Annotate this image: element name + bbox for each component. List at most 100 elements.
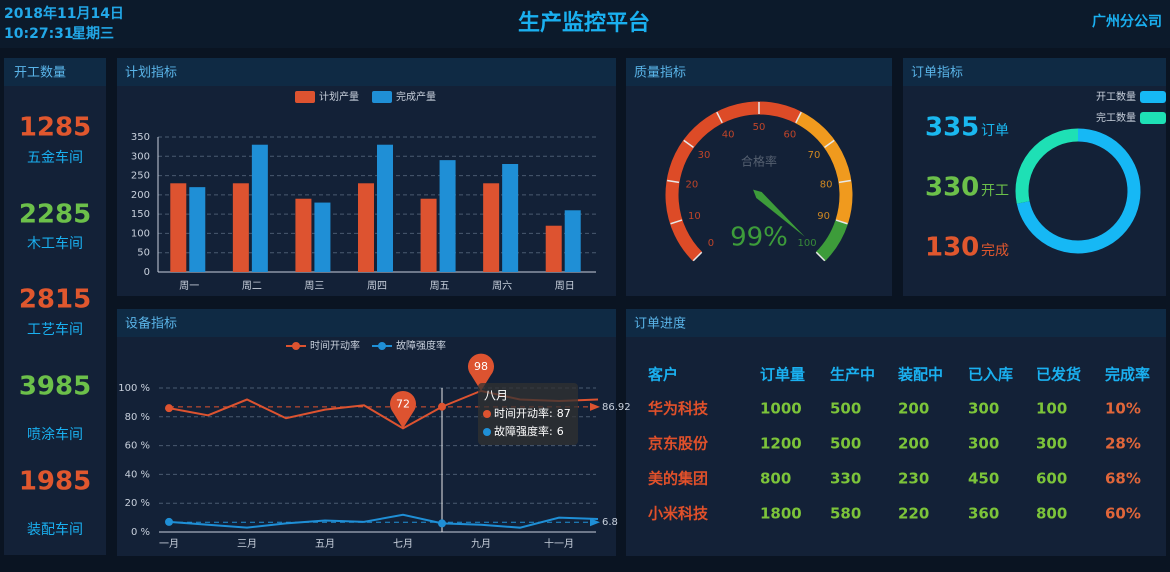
tooltip-dot: [483, 410, 491, 418]
table-cell: 800: [760, 470, 791, 488]
workshop-value: 1285: [19, 113, 91, 143]
panel-title: 计划指标: [125, 66, 177, 81]
gauge-tick-label: 20: [685, 179, 698, 190]
y-tick-label: 60 %: [125, 441, 150, 452]
gauge-pointer: [753, 189, 805, 237]
legend-label: 完工数量: [1096, 111, 1136, 124]
workshop-name: 装配车间: [27, 521, 83, 538]
panel-header: [117, 309, 616, 337]
gauge-tick: [692, 251, 703, 262]
average-arrow: [590, 518, 600, 527]
table-cell: 800: [1036, 505, 1067, 523]
table-cell: 1800: [760, 505, 802, 523]
y-tick-label: 350: [131, 132, 150, 143]
bar: [314, 202, 331, 272]
table-cell: 500: [830, 435, 861, 453]
gauge-tick: [838, 179, 851, 184]
gauge-tick-label: 100: [798, 238, 817, 249]
gauge-tick: [835, 219, 848, 225]
legend-dot: [292, 342, 300, 350]
panel-headers: [4, 58, 1166, 337]
legend-label: 故障强度率: [396, 339, 446, 352]
point: [165, 404, 173, 413]
x-tick-label: 周二: [242, 280, 262, 292]
time: 10:27:31: [4, 26, 74, 42]
bar: [232, 183, 249, 272]
table-cell: 小米科技: [648, 505, 709, 523]
table-cell: 300: [968, 435, 999, 453]
legend-swatch: [1140, 91, 1166, 103]
gauge-tick-label: 90: [817, 211, 830, 222]
panel-title: 设备指标: [125, 316, 177, 332]
panel-header: [626, 58, 892, 86]
gauge-tick: [716, 111, 723, 124]
kpi-value: 130: [925, 233, 979, 263]
point: [165, 517, 173, 526]
table-header: 生产中: [830, 366, 875, 384]
line: [168, 513, 599, 529]
table-cell: 330: [830, 470, 861, 488]
legend-swatch: [372, 91, 392, 103]
kpi-label: 完成: [981, 243, 1009, 259]
gauge-tick-label: 30: [698, 150, 711, 161]
x-tick-label: 周六: [492, 280, 512, 292]
kpi-label: 订单: [981, 123, 1009, 139]
table-cell: 200: [898, 400, 929, 418]
x-tick-label: 五月: [315, 538, 335, 550]
table-cell: 600: [1036, 470, 1067, 488]
tooltip-row: 时间开动率: 87: [494, 406, 571, 420]
page-title: 生产监控平台: [518, 10, 650, 36]
kpi-value: 330: [925, 173, 979, 203]
panel-header: [117, 58, 616, 86]
table-cell: 500: [830, 400, 861, 418]
y-tick-label: 0 %: [131, 527, 150, 538]
panel: [903, 58, 1166, 296]
table-cell: 1000: [760, 400, 802, 418]
date: 2018年11月14日: [4, 5, 124, 22]
table-cell: 300: [1036, 435, 1067, 453]
gauge-tick-label: 80: [820, 179, 833, 190]
panel-title: 订单指标: [911, 66, 963, 81]
y-tick-label: 100: [131, 228, 150, 239]
bar: [502, 164, 519, 272]
workshop-name: 木工车间: [27, 235, 83, 252]
panel-title: 质量指标: [634, 66, 686, 81]
bar: [483, 183, 500, 272]
kpi-value: 335: [925, 113, 979, 143]
table-cell: 68%: [1105, 470, 1141, 488]
x-tick-label: 周三: [304, 280, 324, 292]
gauge-tick-label: 10: [688, 211, 701, 222]
table-header: 订单量: [760, 366, 805, 384]
table-cell: 230: [898, 470, 929, 488]
panel-header: [626, 309, 1166, 337]
tooltip-label: 时间开动率:: [494, 406, 553, 420]
workshop-value: 1985: [19, 467, 91, 497]
tooltip-value: 87: [557, 407, 571, 420]
gauge-value: 99%: [730, 223, 788, 253]
header-bar: [0, 0, 1170, 48]
workshop-name: 五金车间: [27, 149, 83, 166]
gauge-tick-label: 50: [753, 122, 766, 133]
gauge-tick-label: 0: [708, 238, 714, 249]
legend-swatch: [1140, 112, 1166, 124]
table-cell: 10%: [1105, 400, 1141, 418]
bar: [170, 183, 187, 272]
legend-dot: [378, 342, 386, 350]
table-cell: 450: [968, 470, 999, 488]
x-tick-label: 周五: [430, 280, 450, 292]
workshop-value: 2285: [19, 200, 91, 230]
bar: [439, 160, 456, 272]
average-label: 86.92: [602, 402, 631, 413]
y-tick-label: 100 %: [118, 383, 150, 394]
y-tick-label: 150: [131, 209, 150, 220]
panel-header: [903, 58, 1166, 86]
table-header: 完成率: [1105, 366, 1150, 384]
gauge-band: [815, 219, 848, 262]
workshop-value: 2815: [19, 285, 91, 315]
donut-slice: [1015, 128, 1079, 204]
y-tick-label: 300: [131, 151, 150, 162]
gauge-band: [795, 111, 853, 224]
bar: [420, 198, 437, 272]
bar: [377, 144, 393, 272]
